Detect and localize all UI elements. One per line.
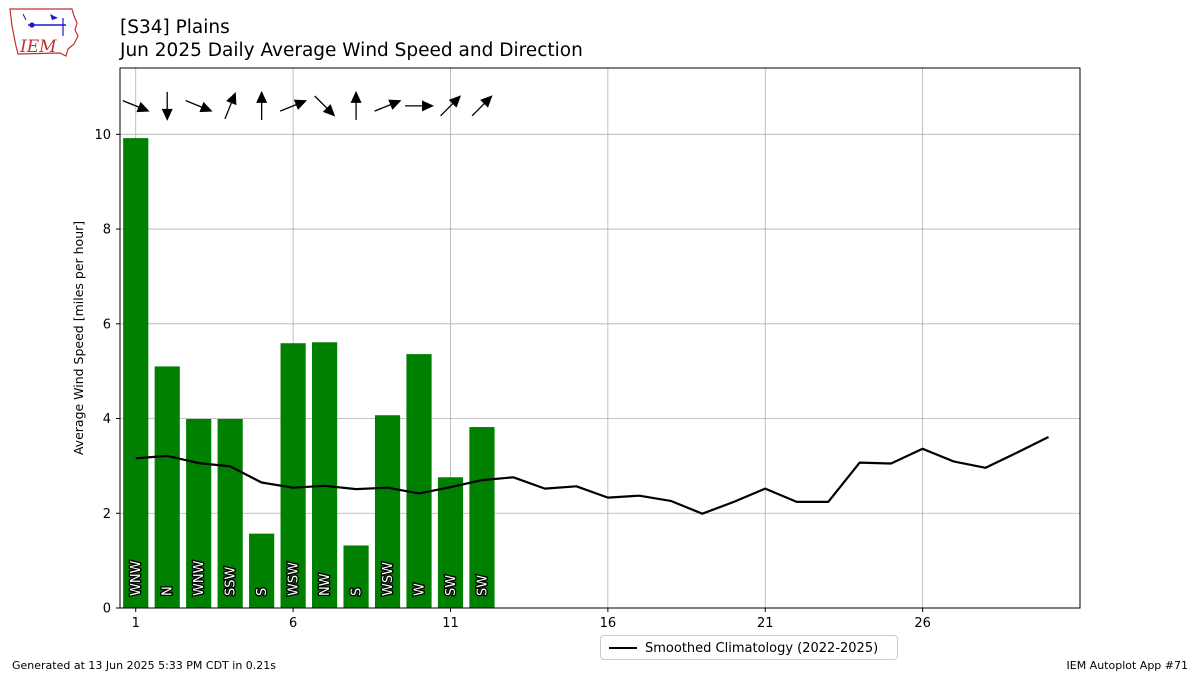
x-tick-label: 16 bbox=[600, 616, 617, 631]
direction-label: WNW bbox=[129, 560, 144, 596]
direction-label: SSW bbox=[224, 566, 239, 596]
direction-label: WSW bbox=[287, 562, 302, 596]
iowa-state-outline bbox=[9, 8, 79, 57]
wind-bar bbox=[280, 343, 306, 608]
wind-arrow-head bbox=[199, 101, 213, 113]
wind-bar bbox=[154, 366, 180, 608]
wind-arrow-shaft bbox=[279, 103, 298, 112]
direction-label: S bbox=[255, 588, 270, 596]
wind-arrow-head bbox=[256, 90, 268, 103]
footer-app: IEM Autoplot App #71 bbox=[1066, 659, 1189, 672]
wind-arrow-head bbox=[422, 100, 435, 112]
wind-bar bbox=[217, 419, 243, 608]
wind-arrow bbox=[440, 95, 462, 117]
y-tick-label: 2 bbox=[103, 507, 111, 522]
footer-generated: Generated at 13 Jun 2025 5:33 PM CDT in … bbox=[12, 659, 277, 672]
wind-arrow-shaft bbox=[122, 100, 140, 108]
wind-bar bbox=[437, 477, 464, 608]
arrow-layer bbox=[122, 90, 493, 121]
logo-dot bbox=[29, 22, 35, 28]
direction-label: S bbox=[350, 588, 365, 596]
legend-line-swatch bbox=[609, 647, 637, 649]
legend: Smoothed Climatology (2022-2025) bbox=[600, 635, 898, 660]
chart-title: [S34] Plains bbox=[120, 17, 230, 38]
wind-arrow-head bbox=[136, 101, 150, 113]
x-tick-label: 6 bbox=[289, 616, 297, 631]
wind-arrow-shaft bbox=[185, 100, 203, 108]
wind-arrow-shaft bbox=[471, 102, 486, 117]
wind-arrow-shaft bbox=[440, 102, 454, 117]
wind-arrow bbox=[405, 100, 435, 112]
y-tick-label: 10 bbox=[94, 128, 111, 143]
plot-frame bbox=[119, 67, 1081, 609]
wind-bar bbox=[343, 545, 369, 608]
wind-arrow bbox=[256, 90, 268, 120]
wind-arrow-head bbox=[293, 99, 308, 110]
wind-bar bbox=[374, 415, 401, 608]
logo-text: IEM bbox=[19, 37, 57, 57]
wind-bar bbox=[123, 138, 149, 608]
wind-arrow bbox=[185, 100, 213, 113]
y-tick-label: 0 bbox=[103, 602, 111, 617]
wind-arrow-head bbox=[448, 95, 462, 108]
direction-label: W bbox=[413, 583, 428, 596]
x-tick-label: 26 bbox=[914, 616, 931, 631]
wind-arrow bbox=[122, 100, 150, 113]
wind-arrow-head bbox=[480, 95, 493, 108]
x-tick-label: 11 bbox=[442, 616, 459, 631]
wind-bar bbox=[312, 342, 338, 608]
wind-arrow-shaft bbox=[374, 103, 392, 112]
legend-label: Smoothed Climatology (2022-2025) bbox=[645, 641, 879, 656]
wind-arrow-shaft bbox=[314, 95, 328, 110]
direction-label: SW bbox=[475, 575, 490, 596]
wind-arrow bbox=[374, 99, 402, 112]
wind-arrow bbox=[279, 99, 308, 112]
grid-layer bbox=[120, 68, 1080, 608]
climatology-line bbox=[135, 436, 1049, 515]
direction-label: NW bbox=[318, 573, 333, 596]
direction-label: N bbox=[161, 586, 176, 596]
chart-subtitle: Jun 2025 Daily Average Wind Speed and Di… bbox=[120, 40, 583, 61]
wind-arrow bbox=[314, 95, 336, 117]
logo-vane bbox=[22, 13, 27, 21]
iem-logo: IEM bbox=[9, 8, 79, 57]
y-tick-label: 8 bbox=[103, 223, 111, 238]
y-tick-label: 6 bbox=[103, 317, 111, 332]
y-axis-label: Average Wind Speed [miles per hour] bbox=[71, 221, 86, 455]
x-tick-label: 21 bbox=[757, 616, 774, 631]
wind-arrow-shaft bbox=[224, 101, 233, 120]
wind-arrow-head bbox=[322, 104, 336, 117]
wind-arrow bbox=[350, 90, 362, 120]
wind-arrow-head bbox=[350, 90, 362, 103]
wind-arrow bbox=[471, 95, 493, 117]
wind-bar bbox=[249, 533, 275, 608]
direction-label-layer: WNW N WNW SSW S WSW NW S WSW W SW SW bbox=[128, 559, 492, 597]
wind-arrow-head bbox=[388, 99, 402, 110]
direction-label: SW bbox=[444, 575, 459, 596]
wind-arrow-head bbox=[161, 108, 173, 121]
bar-layer bbox=[123, 138, 495, 608]
wind-arrow-head bbox=[226, 91, 237, 106]
direction-label: WSW bbox=[381, 562, 396, 596]
wind-bar bbox=[406, 354, 432, 608]
wind-bar bbox=[186, 419, 212, 608]
direction-label: WNW bbox=[192, 560, 207, 596]
wind-arrow bbox=[161, 91, 173, 121]
wind-bar bbox=[469, 427, 495, 608]
line-layer bbox=[135, 436, 1049, 515]
y-tick-label: 4 bbox=[103, 412, 111, 427]
x-tick-label: 1 bbox=[132, 616, 140, 631]
logo-flag bbox=[50, 14, 58, 20]
wind-arrow bbox=[224, 91, 237, 120]
